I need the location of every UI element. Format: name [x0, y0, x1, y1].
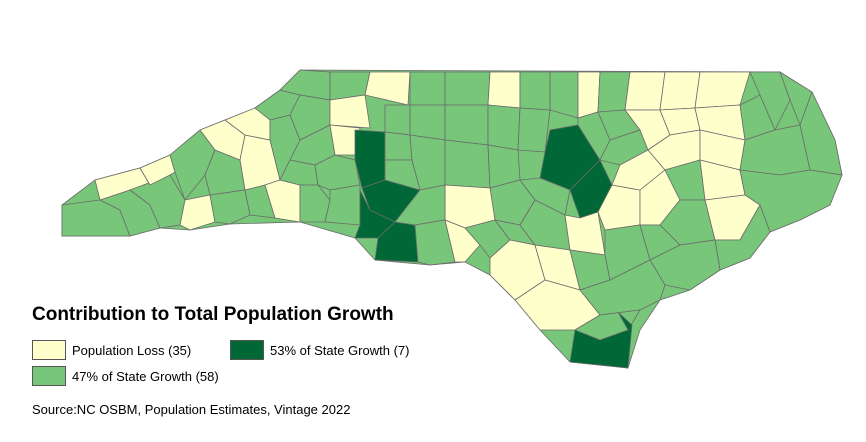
legend-swatch-loss [32, 340, 66, 360]
county [414, 219, 456, 266]
legend-label: 53% of State Growth (7) [270, 342, 410, 358]
county [659, 71, 701, 111]
legend-label: Population Loss (35) [72, 342, 192, 358]
county [444, 139, 491, 189]
legend-title: Contribution to Total Population Growth [32, 304, 394, 325]
county [624, 71, 666, 111]
county [569, 311, 633, 369]
legend-label: 47% of State Growth (58) [72, 368, 219, 384]
county [409, 71, 446, 106]
county [519, 71, 551, 111]
county [749, 71, 791, 131]
county [444, 219, 481, 263]
county [139, 154, 176, 186]
county [324, 184, 361, 226]
county [519, 177, 571, 216]
county [487, 104, 521, 151]
county [579, 259, 666, 316]
legend-swatch-growth [32, 366, 66, 386]
legend-item-47-percent: 47% of State Growth (58) [32, 366, 219, 386]
legend-item-population-loss: Population Loss (35) [32, 340, 191, 360]
county [384, 131, 413, 161]
county [444, 184, 496, 229]
county [329, 94, 371, 129]
county [384, 104, 411, 136]
source-note: Source:NC OSBM, Population Estimates, Vi… [32, 402, 351, 417]
county [577, 71, 601, 119]
county [564, 211, 606, 256]
county [444, 71, 491, 106]
county [354, 129, 386, 189]
county [409, 104, 446, 141]
legend-swatch-high [230, 340, 264, 360]
county [487, 71, 521, 109]
county [517, 107, 551, 153]
county [209, 189, 251, 225]
county [549, 71, 579, 119]
legend-item-53-percent: 53% of State Growth (7) [230, 340, 409, 360]
county [444, 104, 489, 146]
